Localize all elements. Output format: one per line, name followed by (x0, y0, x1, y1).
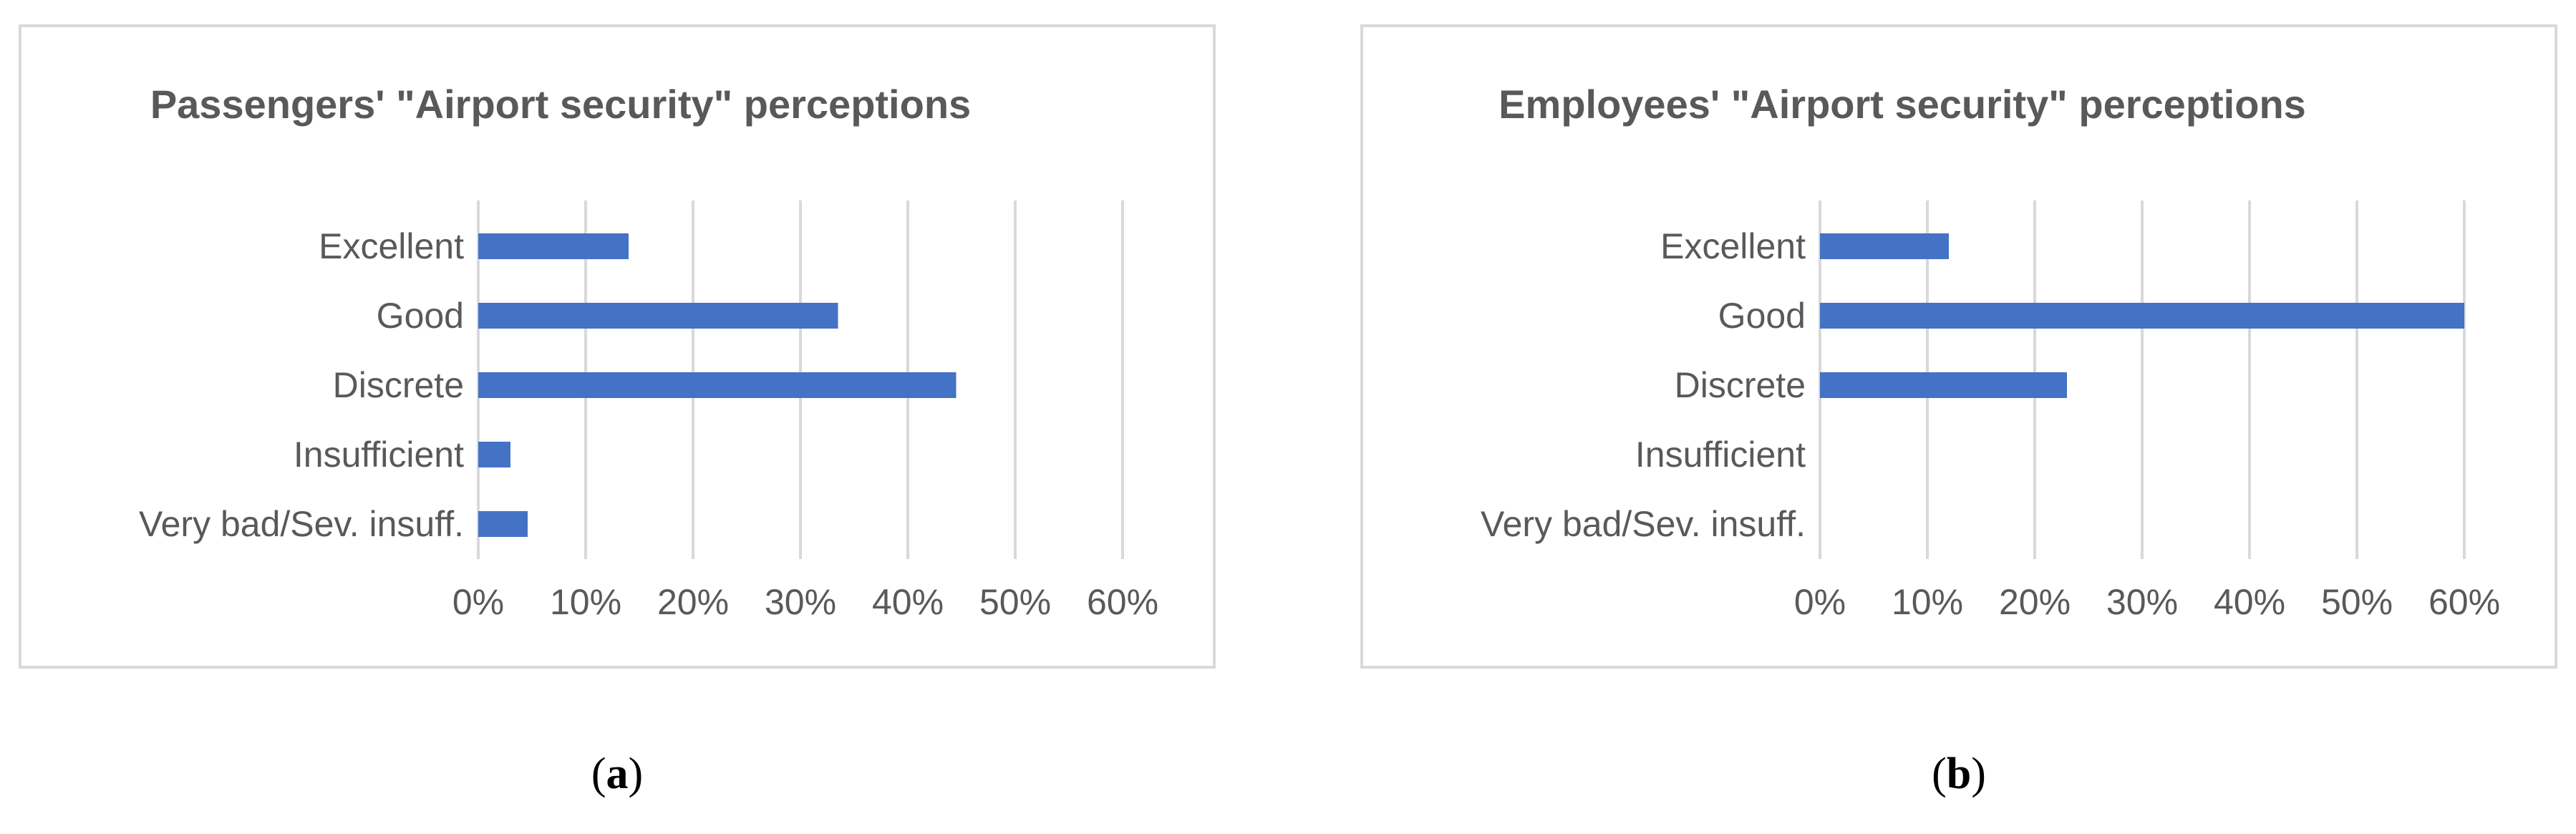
bar (1820, 303, 2464, 329)
x-tick-label: 60% (1087, 582, 1158, 622)
bar (478, 511, 528, 537)
x-tick-label: 0% (1794, 582, 1846, 622)
category-label: Insufficient (1635, 435, 1806, 475)
category-label: Good (377, 296, 464, 336)
x-tick-label: 10% (1892, 582, 1963, 622)
bar (1820, 233, 1949, 259)
category-labels: Excellent Good Discrete Insufficient Very ba… (1481, 226, 1806, 544)
x-tick-label: 20% (1999, 582, 2071, 622)
bar (478, 233, 629, 259)
bars (478, 233, 957, 537)
x-tick-label: 50% (2321, 582, 2393, 622)
caption-close-paren: ) (1971, 750, 1986, 798)
category-label: Discrete (333, 365, 464, 405)
chart-panel-employees: Employees' "Airport security" perception… (1360, 24, 2557, 669)
category-label: Excellent (319, 226, 464, 266)
bar (478, 303, 838, 329)
tick-labels: 0% 10% 20% 30% 40% 50% 60% (452, 582, 1158, 622)
bars (1820, 233, 2464, 398)
category-label: Insufficient (294, 435, 464, 475)
x-tick-label: 10% (550, 582, 621, 622)
category-label: Very bad/Sev. insuff. (1481, 504, 1806, 544)
chart-svg-passengers: Passengers' "Airport security" perceptio… (139, 82, 1158, 622)
x-tick-label: 30% (2106, 582, 2178, 622)
x-tick-label: 30% (765, 582, 836, 622)
caption-a: (a) (546, 752, 689, 796)
x-tick-label: 40% (872, 582, 944, 622)
caption-open-paren: ( (591, 750, 606, 798)
caption-letter: b (1946, 750, 1972, 798)
caption-letter: a (606, 750, 629, 798)
caption-b: (b) (1887, 752, 2030, 796)
chart-title: Passengers' "Airport security" perceptio… (150, 82, 971, 127)
bar (478, 442, 510, 467)
x-tick-label: 40% (2214, 582, 2285, 622)
category-label: Excellent (1660, 226, 1806, 266)
x-tick-label: 60% (2429, 582, 2500, 622)
category-label: Very bad/Sev. insuff. (139, 504, 464, 544)
caption-close-paren: ) (628, 750, 644, 798)
x-tick-label: 0% (452, 582, 504, 622)
x-tick-label: 50% (979, 582, 1051, 622)
caption-open-paren: ( (1932, 750, 1947, 798)
chart-svg-employees: Employees' "Airport security" perception… (1481, 82, 2500, 622)
category-label: Discrete (1675, 365, 1806, 405)
bar (478, 372, 957, 398)
bar (1820, 372, 2067, 398)
x-tick-label: 20% (657, 582, 729, 622)
category-labels: Excellent Good Discrete Insufficient Very ba… (139, 226, 464, 544)
category-label: Good (1718, 296, 1806, 336)
chart-title: Employees' "Airport security" perception… (1498, 82, 2306, 127)
chart-panel-passengers: Passengers' "Airport security" perceptio… (19, 24, 1216, 669)
tick-labels: 0% 10% 20% 30% 40% 50% 60% (1794, 582, 2500, 622)
